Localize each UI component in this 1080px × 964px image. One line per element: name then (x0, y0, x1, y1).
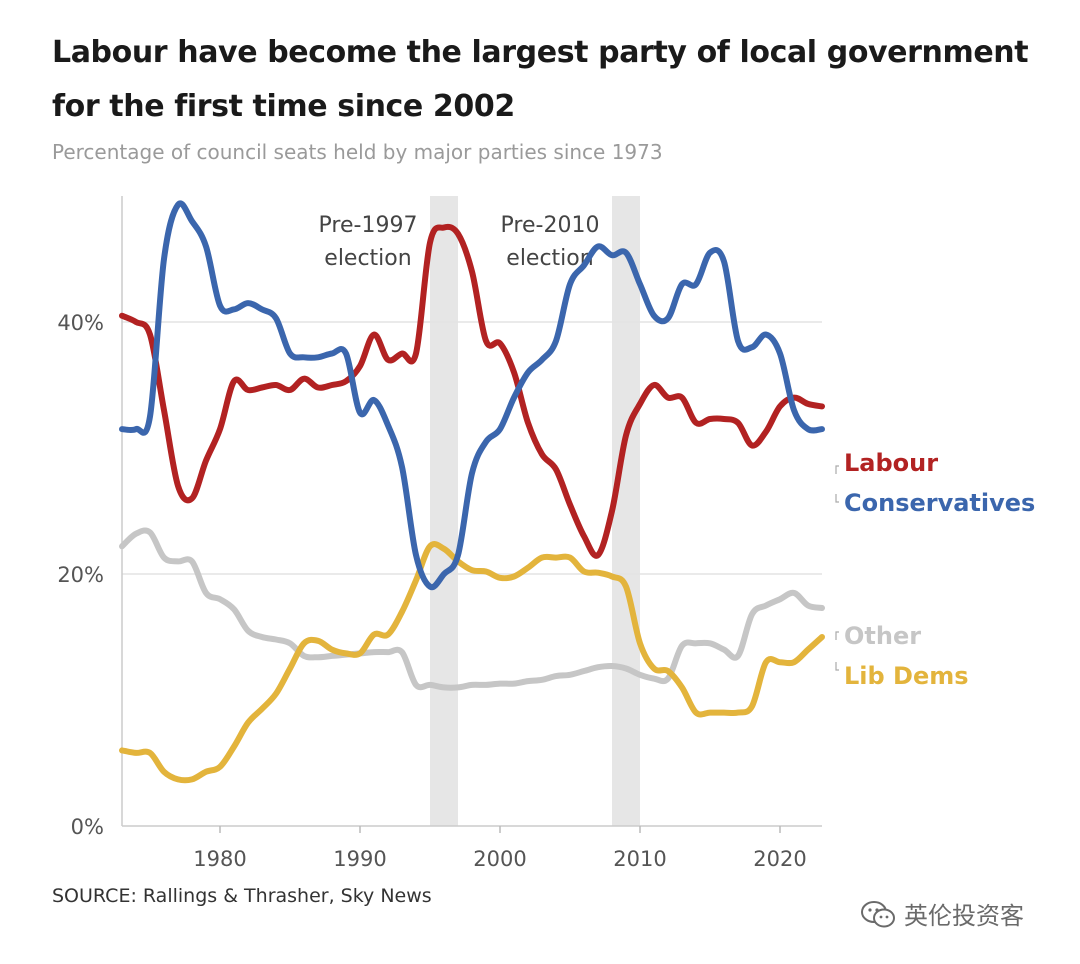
x-tick-label: 2020 (753, 847, 806, 871)
band-label: election (324, 246, 411, 271)
x-tick-label: 2000 (473, 847, 526, 871)
source-note: SOURCE: Rallings & Thrasher, Sky News (52, 885, 432, 907)
wechat-icon (861, 900, 895, 927)
y-tick-label: 20% (57, 563, 104, 587)
band-label: Pre-2010 (501, 213, 600, 238)
series-line-lib-dems (119, 541, 825, 784)
watermark-text: 英伦投资客 (904, 902, 1024, 930)
series-label-other: Other (844, 622, 921, 650)
y-tick-label: 40% (57, 311, 104, 335)
band-label: Pre-1997 (319, 213, 418, 238)
label-bracket (835, 494, 839, 503)
series-line-labour (119, 223, 825, 559)
election-band (430, 196, 458, 826)
election-band (612, 196, 640, 826)
label-bracket (835, 465, 839, 474)
x-tick-label: 1990 (333, 847, 386, 871)
label-bracket (835, 662, 839, 671)
series-label-labour: Labour (844, 449, 938, 477)
chart-title: Labour have become the largest party of … (52, 35, 1029, 124)
x-tick-label: 2010 (613, 847, 666, 871)
series-label-lib-dems: Lib Dems (844, 662, 969, 690)
series-line-other (119, 527, 825, 691)
label-bracket (835, 631, 839, 640)
watermark: 英伦投资客 (860, 896, 1024, 931)
y-tick-label: 0% (71, 815, 104, 839)
series-line-conservatives (119, 200, 825, 591)
series-label-conservatives: Conservatives (844, 489, 1035, 517)
chart-subtitle: Percentage of council seats held by majo… (52, 140, 663, 164)
x-tick-label: 1980 (193, 847, 246, 871)
